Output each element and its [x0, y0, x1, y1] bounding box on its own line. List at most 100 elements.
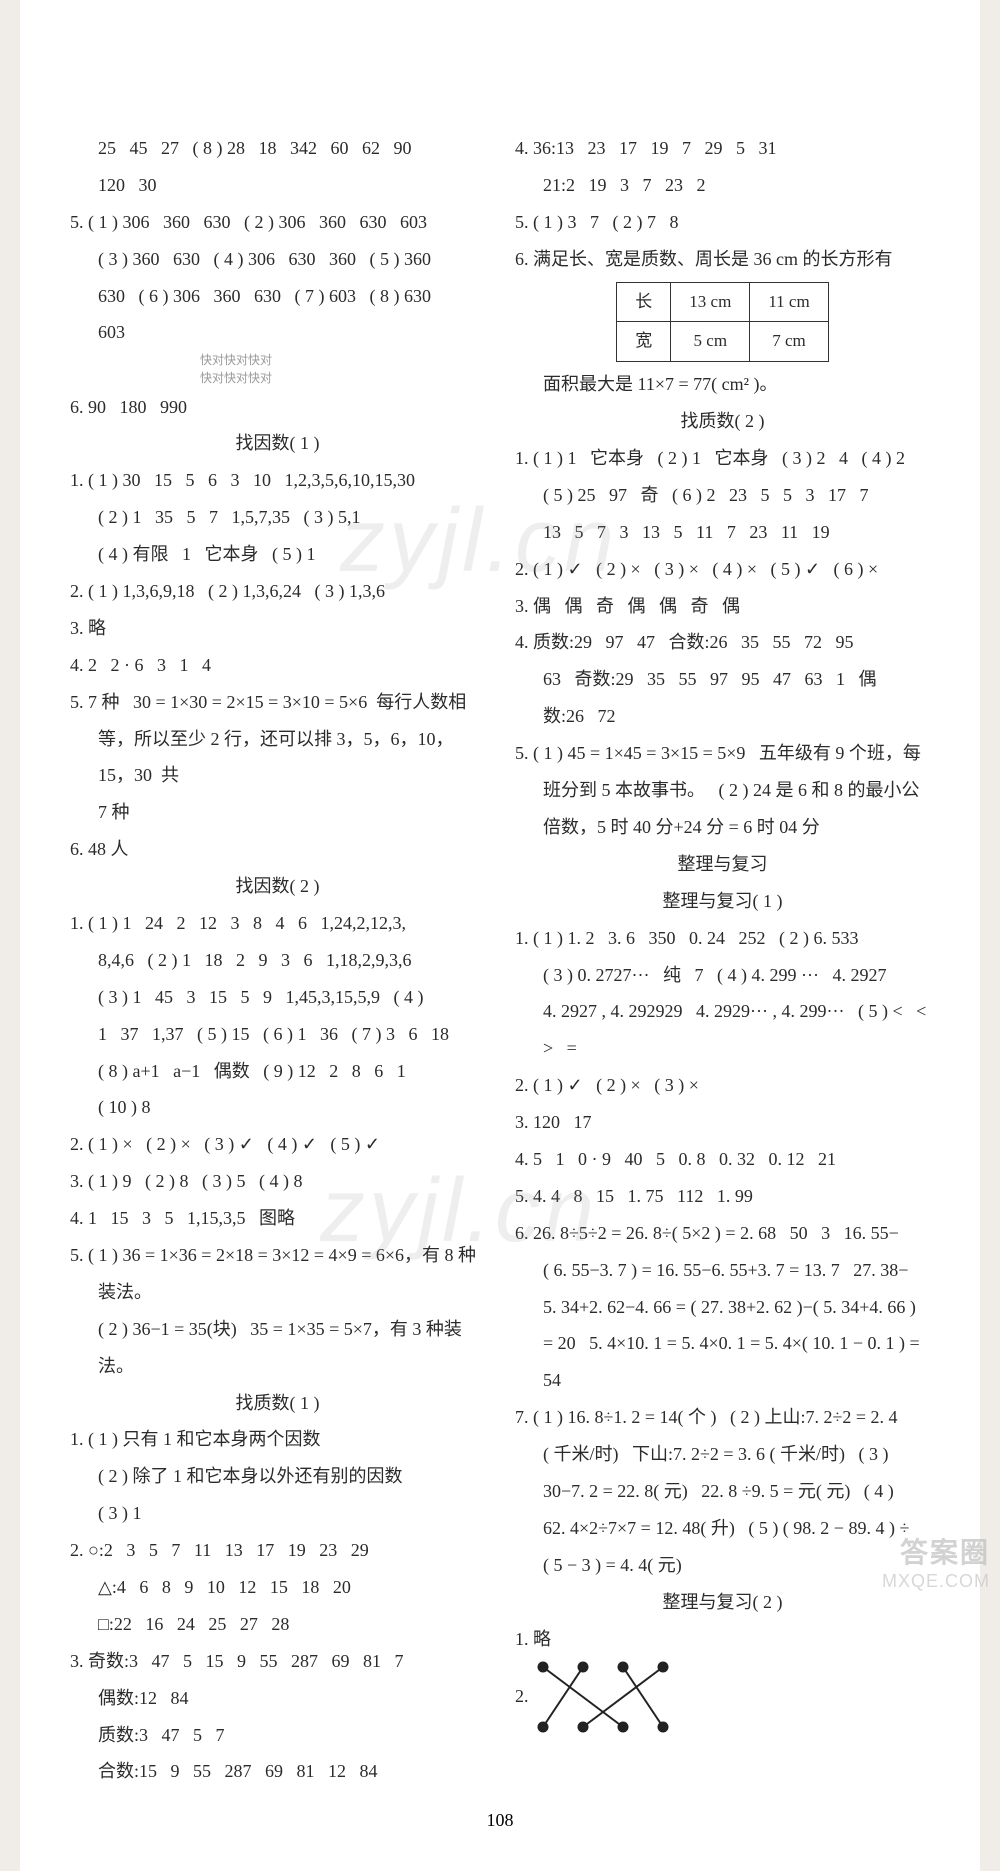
- text-line: 30−7. 2 = 22. 8( 元) 22. 8 ÷9. 5 = 元( 元) …: [515, 1473, 930, 1510]
- text-line: 5. ( 1 ) 45 = 1×45 = 3×15 = 5×9 五年级有 9 个…: [515, 735, 930, 772]
- text-line: 2. ( 1 ) × ( 2 ) × ( 3 ) ✓ ( 4 ) ✓ ( 5 )…: [70, 1126, 485, 1163]
- text-line: ( 千米/时) 下山:7. 2÷2 = 3. 6 ( 千米/时) ( 3 ): [515, 1436, 930, 1473]
- right-column: 4. 36:13 23 17 19 7 29 5 3121:2 19 3 7 2…: [515, 130, 930, 1790]
- item-label: 2.: [515, 1687, 533, 1707]
- matching-diagram-line: 2.: [515, 1657, 930, 1739]
- text-line: > =: [515, 1030, 930, 1067]
- text-line: 4. 1 15 3 5 1,15,3,5 图略: [70, 1200, 485, 1237]
- text-line: 倍数，5 时 40 分+24 分 = 6 时 04 分: [515, 809, 930, 846]
- text-line: 1. 略: [515, 1621, 930, 1658]
- rectangle-table: 长13 cm11 cm 宽5 cm7 cm: [616, 282, 828, 363]
- table-cell: 13 cm: [671, 282, 750, 322]
- section-heading: 找因数( 1 ): [70, 425, 485, 462]
- text-line: 6. 48 人: [70, 831, 485, 868]
- text-line: = 20 5. 4×10. 1 = 5. 4×0. 1 = 5. 4×( 10.…: [515, 1325, 930, 1399]
- text-line: 5. 34+2. 62−4. 66 = ( 27. 38+2. 62 )−( 5…: [515, 1289, 930, 1326]
- text-line: 面积最大是 11×7 = 77( cm² )。: [515, 366, 930, 403]
- text-line: ( 8 ) a+1 a−1 偶数 ( 9 ) 12 2 8 6 1: [70, 1053, 485, 1090]
- text-line: 1 37 1,37 ( 5 ) 15 ( 6 ) 1 36 ( 7 ) 3 6 …: [70, 1016, 485, 1053]
- section-heading: 整理与复习: [515, 846, 930, 883]
- text-line: ( 5 ) 25 97 奇 ( 6 ) 2 23 5 5 3 17 7: [515, 477, 930, 514]
- section-heading: 整理与复习( 2 ): [515, 1584, 930, 1621]
- two-column-layout: 25 45 27 ( 8 ) 28 18 342 60 62 90120 305…: [70, 130, 930, 1790]
- text-line: 3. 略: [70, 610, 485, 647]
- text-line: □:22 16 24 25 27 28: [70, 1606, 485, 1643]
- matching-diagram: [533, 1657, 683, 1739]
- text-line: 5. 7 种 30 = 1×30 = 2×15 = 3×10 = 5×6 每行人…: [70, 684, 485, 721]
- text-line: 4. 36:13 23 17 19 7 29 5 31: [515, 130, 930, 167]
- inline-note: 快对快对快对: [200, 353, 485, 369]
- text-line: 5. ( 1 ) 36 = 1×36 = 2×18 = 3×12 = 4×9 =…: [70, 1237, 485, 1274]
- text-line: 1. ( 1 ) 1 它本身 ( 2 ) 1 它本身 ( 3 ) 2 4 ( 4…: [515, 440, 930, 477]
- table-cell: 宽: [617, 322, 671, 362]
- text-line: 120 30: [70, 167, 485, 204]
- text-line: 1. ( 1 ) 1. 2 3. 6 350 0. 24 252 ( 2 ) 6…: [515, 920, 930, 957]
- text-line: ( 2 ) 36−1 = 35(块) 35 = 1×35 = 5×7，有 3 种…: [70, 1311, 485, 1385]
- text-line: 4. 2 2 · 6 3 1 4: [70, 647, 485, 684]
- text-line: 2. ( 1 ) ✓ ( 2 ) × ( 3 ) × ( 4 ) × ( 5 )…: [515, 551, 930, 588]
- text-line: 1. ( 1 ) 1 24 2 12 3 8 4 6 1,24,2,12,3,: [70, 905, 485, 942]
- page-number: 108: [70, 1810, 930, 1831]
- table-cell: 长: [617, 282, 671, 322]
- text-line: ( 2 ) 除了 1 和它本身以外还有别的因数: [70, 1458, 485, 1495]
- text-line: 偶数:12 84: [70, 1680, 485, 1717]
- left-column: 25 45 27 ( 8 ) 28 18 342 60 62 90120 305…: [70, 130, 485, 1790]
- text-line: 装法。: [70, 1274, 485, 1311]
- text-line: 1. ( 1 ) 只有 1 和它本身两个因数: [70, 1421, 485, 1458]
- text-line: ( 4 ) 有限 1 它本身 ( 5 ) 1: [70, 536, 485, 573]
- text-line: 4. 2927 , 4. 292929 4. 2929··· , 4. 299·…: [515, 993, 930, 1030]
- text-line: ( 3 ) 1: [70, 1495, 485, 1532]
- text-line: 合数:15 9 55 287 69 81 12 84: [70, 1753, 485, 1790]
- table-cell: 11 cm: [750, 282, 828, 322]
- section-heading: 找质数( 1 ): [70, 1385, 485, 1422]
- text-line: 等，所以至少 2 行，还可以排 3，5，6，10，15，30 共: [70, 721, 485, 795]
- text-line: ( 10 ) 8: [70, 1089, 485, 1126]
- text-line: ( 3 ) 1 45 3 15 5 9 1,45,3,15,5,9 ( 4 ): [70, 979, 485, 1016]
- text-line: 质数:3 47 5 7: [70, 1717, 485, 1754]
- text-line: 3. ( 1 ) 9 ( 2 ) 8 ( 3 ) 5 ( 4 ) 8: [70, 1163, 485, 1200]
- text-line: 班分到 5 本故事书。 ( 2 ) 24 是 6 和 8 的最小公: [515, 772, 930, 809]
- text-line: 4. 质数:29 97 47 合数:26 35 55 72 95: [515, 624, 930, 661]
- text-line: 8,4,6 ( 2 ) 1 18 2 9 3 6 1,18,2,9,3,6: [70, 942, 485, 979]
- corner-line1: 答案圈: [882, 1531, 990, 1571]
- text-line: 62. 4×2÷7×7 = 12. 48( 升) ( 5 ) ( 98. 2 −…: [515, 1510, 930, 1547]
- corner-watermark: 答案圈 MXQE.COM: [882, 1531, 990, 1592]
- text-line: ( 6. 55−3. 7 ) = 16. 55−6. 55+3. 7 = 13.…: [515, 1252, 930, 1289]
- text-line: 63 奇数:29 35 55 97 95 47 63 1 偶: [515, 661, 930, 698]
- table-cell: 7 cm: [750, 322, 828, 362]
- text-line: 4. 5 1 0 · 9 40 5 0. 8 0. 32 0. 12 21: [515, 1141, 930, 1178]
- text-line: 2. ( 1 ) ✓ ( 2 ) × ( 3 ) ×: [515, 1067, 930, 1104]
- text-line: 3. 偶 偶 奇 偶 偶 奇 偶: [515, 588, 930, 625]
- text-line: 630 ( 6 ) 306 360 630 ( 7 ) 603 ( 8 ) 63…: [70, 278, 485, 315]
- inline-note: 快对快对快对: [200, 371, 485, 387]
- text-line: ( 5 − 3 ) = 4. 4( 元): [515, 1547, 930, 1584]
- section-heading: 整理与复习( 1 ): [515, 883, 930, 920]
- table-cell: 5 cm: [671, 322, 750, 362]
- text-line: ( 3 ) 360 630 ( 4 ) 306 630 360 ( 5 ) 36…: [70, 241, 485, 278]
- text-line: 3. 奇数:3 47 5 15 9 55 287 69 81 7: [70, 1643, 485, 1680]
- text-line: 3. 120 17: [515, 1104, 930, 1141]
- text-line: 5. ( 1 ) 306 360 630 ( 2 ) 306 360 630 6…: [70, 204, 485, 241]
- section-heading: 找质数( 2 ): [515, 403, 930, 440]
- text-line: 5. 4. 4 8 15 1. 75 112 1. 99: [515, 1178, 930, 1215]
- text-line: 2. ( 1 ) 1,3,6,9,18 ( 2 ) 1,3,6,24 ( 3 )…: [70, 573, 485, 610]
- text-line: 603: [70, 314, 485, 351]
- text-line: 5. ( 1 ) 3 7 ( 2 ) 7 8: [515, 204, 930, 241]
- text-line: 6. 90 180 990: [70, 389, 485, 426]
- text-line: △:4 6 8 9 10 12 15 18 20: [70, 1569, 485, 1606]
- text-line: 1. ( 1 ) 30 15 5 6 3 10 1,2,3,5,6,10,15,…: [70, 462, 485, 499]
- text-line: ( 2 ) 1 35 5 7 1,5,7,35 ( 3 ) 5,1: [70, 499, 485, 536]
- page: zyjl.cn zyjl.cn 25 45 27 ( 8 ) 28 18 342…: [20, 0, 980, 1871]
- text-line: 6. 26. 8÷5÷2 = 26. 8÷( 5×2 ) = 2. 68 50 …: [515, 1215, 930, 1252]
- section-heading: 找因数( 2 ): [70, 868, 485, 905]
- text-line: ( 3 ) 0. 2727··· 纯 7 ( 4 ) 4. 299 ··· 4.…: [515, 957, 930, 994]
- text-line: 2. ○:2 3 5 7 11 13 17 19 23 29: [70, 1532, 485, 1569]
- text-line: 7 种: [70, 794, 485, 831]
- text-line: 25 45 27 ( 8 ) 28 18 342 60 62 90: [70, 130, 485, 167]
- text-line: 数:26 72: [515, 698, 930, 735]
- text-line: 21:2 19 3 7 23 2: [515, 167, 930, 204]
- text-line: 6. 满足长、宽是质数、周长是 36 cm 的长方形有: [515, 241, 930, 278]
- text-line: 13 5 7 3 13 5 11 7 23 11 19: [515, 514, 930, 551]
- text-line: 7. ( 1 ) 16. 8÷1. 2 = 14( 个 ) ( 2 ) 上山:7…: [515, 1399, 930, 1436]
- corner-line2: MXQE.COM: [882, 1571, 990, 1592]
